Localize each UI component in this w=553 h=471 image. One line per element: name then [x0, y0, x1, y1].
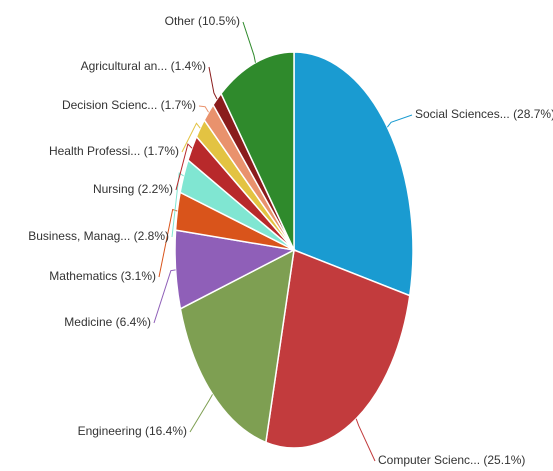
leader-line: [158, 208, 178, 278]
slice-label: Social Sciences... (28.7%): [415, 107, 553, 121]
slice-value: (28.7%): [513, 107, 553, 121]
leader-line: [171, 172, 184, 238]
slice-value: (1.7%): [161, 98, 196, 112]
slice-label: Agricultural an... (1.4%): [81, 59, 206, 73]
leader-line: [153, 269, 176, 324]
leader-line: [181, 122, 201, 153]
slice-name: Agricultural an...: [81, 59, 168, 73]
leader-line: [208, 66, 218, 100]
slice-value: (16.4%): [145, 424, 187, 438]
pie-slice: [265, 248, 411, 449]
slice-label: Computer Scienc... (25.1%): [378, 453, 525, 467]
slice-label: Other (10.5%): [165, 14, 240, 28]
slice-name: Mathematics: [49, 269, 117, 283]
slice-value: (1.4%): [171, 59, 206, 73]
slice-value: (1.7%): [144, 144, 179, 158]
slice-name: Business, Manag...: [28, 229, 130, 243]
slice-value: (2.2%): [138, 182, 173, 196]
slice-name: Medicine: [64, 315, 112, 329]
slice-value: (10.5%): [198, 14, 240, 28]
slice-value: (6.4%): [116, 315, 151, 329]
slice-name: Nursing: [93, 182, 134, 196]
leader-line: [198, 105, 209, 113]
slice-name: Social Sciences...: [415, 107, 510, 121]
slice-value: (3.1%): [121, 269, 156, 283]
leader-line: [242, 21, 256, 63]
slice-name: Other: [165, 14, 195, 28]
pie-slice: [179, 248, 295, 444]
slice-value: (2.8%): [134, 229, 169, 243]
slice-value: (25.1%): [483, 453, 525, 467]
slice-name: Engineering: [78, 424, 142, 438]
leader-line: [355, 418, 376, 462]
leader-line: [189, 394, 213, 433]
slice-label: Medicine (6.4%): [64, 315, 151, 329]
slice-label: Health Professi... (1.7%): [49, 144, 179, 158]
pie-slice: [293, 51, 414, 297]
slice-name: Computer Scienc...: [378, 453, 480, 467]
leader-line: [175, 143, 193, 191]
slice-label: Mathematics (3.1%): [49, 269, 156, 283]
slice-label: Nursing (2.2%): [93, 182, 173, 196]
slice-name: Decision Scienc...: [62, 98, 157, 112]
leader-line: [386, 114, 413, 128]
slice-label: Decision Scienc... (1.7%): [62, 98, 196, 112]
slice-label: Business, Manag... (2.8%): [28, 229, 169, 243]
slice-label: Engineering (16.4%): [78, 424, 187, 438]
slice-name: Health Professi...: [49, 144, 140, 158]
